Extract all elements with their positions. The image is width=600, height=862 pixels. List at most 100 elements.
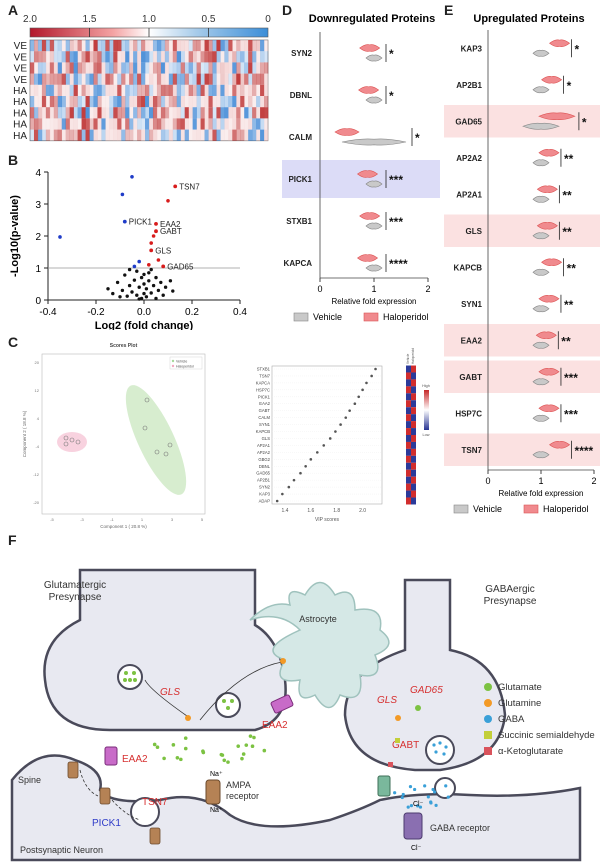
heatmap-cell: [192, 62, 197, 74]
heatmap-cell: [184, 73, 189, 85]
heatmap-cell: [65, 129, 70, 141]
heatmap-cell: [196, 84, 201, 96]
heatmap-cell: [212, 118, 217, 130]
heatmap-cell: [240, 118, 245, 130]
heatmap-cell: [168, 107, 174, 119]
panel-b: B 0 1 2 3 4 -0.4 -0.2 0.0 0.2 0.4 Log2 (fold chang…: [0, 150, 280, 330]
gaba-dot: [432, 743, 436, 747]
glutamate-dot: [226, 760, 230, 764]
legend-swatch-haloperidol: [363, 312, 379, 322]
glutamate-dot: [123, 678, 127, 682]
vehicle-violin: [532, 86, 550, 94]
significance-stars: ***: [564, 407, 578, 421]
score-x-tick: 3: [171, 517, 174, 522]
score-point: [142, 425, 148, 431]
heatmap-cell: [228, 51, 233, 63]
vip-point: [357, 395, 361, 399]
protein-label: EAA2: [461, 336, 483, 345]
data-point: [147, 279, 151, 283]
significance-stars: *: [389, 47, 394, 61]
heatmap-cell: [105, 40, 110, 52]
heatmap-cell: [109, 51, 114, 63]
heatmap-cell: [252, 118, 257, 130]
heatmap-cell: [93, 62, 98, 74]
vehicle-violin: [365, 222, 383, 230]
heatmap-cell: [216, 40, 221, 52]
data-point: [132, 278, 137, 282]
heatmap-cell: [141, 129, 146, 141]
heatmap-cell: [85, 40, 90, 52]
heatmap-cell: [37, 107, 43, 119]
score-legend-label: Haloperidol: [176, 365, 194, 369]
heatmap-cell: [53, 107, 59, 119]
heatmap-cell: [41, 73, 47, 85]
heatmap-cell: [192, 73, 197, 85]
heatmap-cell: [248, 51, 253, 63]
heatmap-cell: [85, 73, 90, 85]
data-point: [137, 285, 141, 289]
vip-point: [353, 402, 357, 406]
score-y-tick: 4: [37, 416, 40, 421]
heatmap-cell: [184, 118, 189, 130]
heatmap-cell: [121, 73, 126, 85]
data-point: [127, 283, 132, 288]
heatmap-cell: [244, 40, 249, 52]
vip-heat-header: Vehicle: [406, 353, 410, 364]
heatmap-cell: [220, 84, 225, 96]
heatmap-cell: [200, 51, 205, 63]
heatmap-cell: [125, 73, 130, 85]
heatmap-cell: [49, 40, 55, 52]
haloperidol-violin: [536, 185, 558, 194]
panel-d: D Downregulated Proteins SYN2 * DBNL * CALM * P…: [282, 0, 442, 330]
heatmap-cell: [93, 118, 98, 130]
vip-heat-cell: [406, 421, 411, 429]
gaba-dot: [406, 805, 410, 809]
data-point: [130, 290, 134, 294]
heatmap-cell: [224, 73, 229, 85]
heatmap-cell: [101, 118, 106, 130]
glutamate-dot: [415, 705, 421, 711]
haloperidol-violin: [357, 170, 379, 178]
gaba-dot: [431, 787, 435, 792]
glutamate-dot: [183, 736, 188, 740]
data-point: [123, 273, 127, 277]
heatmap-cell: [93, 129, 98, 141]
panel-d-letter: D: [282, 2, 293, 18]
vip-point: [370, 374, 373, 378]
heatmap-cell: [172, 51, 178, 63]
heatmap-cell: [129, 107, 134, 119]
heatmap-cell: [57, 40, 63, 52]
heatmap-cell: [33, 129, 39, 141]
score-y-tick: 20: [35, 360, 40, 365]
heatmap-cell: [200, 96, 205, 108]
heatmap-cell: [49, 62, 55, 74]
x-tick-label: 0.2: [185, 307, 199, 318]
glutamatergic-label: Glutamatergic: [44, 580, 106, 591]
heatmap-cell: [176, 96, 182, 108]
gaba-dot: [413, 787, 417, 792]
vip-heat-cell: [406, 448, 411, 456]
glutamate-dot: [236, 744, 241, 748]
heatmap-cell: [41, 96, 47, 108]
heatmap-cell: [73, 96, 78, 108]
heatmap-cell: [224, 107, 229, 119]
heatmap-cell: [200, 118, 205, 130]
heatmap-cell: [156, 107, 162, 119]
heatmap-cell: [101, 62, 106, 74]
data-point-up: [151, 234, 156, 238]
heatmap-cell: [172, 118, 178, 130]
heatmap-cell: [137, 62, 142, 74]
heatmap-cell: [101, 51, 106, 63]
heatmap-cell: [260, 107, 265, 119]
vip-protein-label: KAP3: [259, 492, 270, 497]
data-point: [147, 271, 151, 275]
vip-x-tick: 1.8: [333, 508, 340, 514]
data-point: [125, 294, 129, 298]
protein-label: AP2B1: [456, 81, 482, 90]
heatmap-cell: [65, 40, 70, 52]
heatmap-cell: [141, 73, 146, 85]
vip-protein-label: TSN7: [259, 373, 270, 378]
x-tick-label: -0.4: [39, 307, 57, 318]
vip-heat-cell: [406, 476, 411, 484]
heatmap-cell: [188, 51, 193, 63]
